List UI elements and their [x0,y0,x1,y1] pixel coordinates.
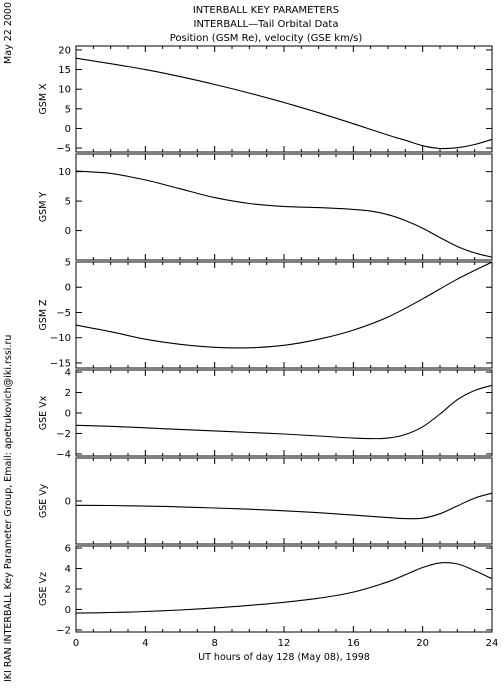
y-tick-label: −10 [50,333,71,344]
x-tick-label: 24 [486,638,499,649]
x-tick-label: 4 [142,638,148,649]
x-tick-label: 0 [73,638,79,649]
series-line-gse-vx [75,384,493,440]
y-tick-label: 5 [65,197,71,208]
y-axis-label-gse-vz: GSE Vz [38,572,49,606]
y-tick-label: 0 [65,124,71,135]
y-tick-label: −5 [56,144,71,155]
chart-title-line-2: INTERBALL—Tail Orbital Data [194,19,339,30]
panel-frame-gsm-y [75,153,493,261]
y-tick-label: 0 [65,409,71,420]
chart-title-line-1: INTERBALL KEY PARAMETERS [193,5,339,16]
y-tick-label: −5 [56,308,71,319]
panel-frame-gse-vx [75,369,493,457]
series-line-gse-vy [75,492,493,520]
series-line-gsm-x [75,57,493,150]
y-tick-label: 20 [58,45,71,56]
series-line-gsm-z [75,261,493,349]
y-tick-label: 2 [65,388,71,399]
side-date-label: May 22 2000 [3,2,14,64]
y-tick-label: 0 [65,226,71,237]
y-tick-label: 2 [65,585,71,596]
y-tick-label: 6 [65,544,71,555]
x-tick-label: 12 [278,638,291,649]
y-tick-label: 5 [65,258,71,269]
x-tick-label: 20 [416,638,429,649]
y-axis-label-gsm-z: GSM Z [38,299,49,331]
y-tick-label: −15 [50,358,71,369]
y-tick-label: 10 [58,85,71,96]
series-line-gse-vz [75,562,493,614]
y-tick-label: 0 [65,497,71,508]
side-credit-label: IKI RAN INTERBALL Key Parameter Group, E… [3,335,14,682]
y-axis-label-gse-vy: GSE Vy [38,483,49,518]
y-tick-label: 4 [65,564,71,575]
y-tick-label: 5 [65,104,71,115]
y-tick-label: −2 [56,429,71,440]
y-tick-label: −2 [56,625,71,636]
y-tick-label: 4 [65,368,71,379]
x-tick-label: 8 [211,638,217,649]
panel-frame-gsm-x [75,45,493,153]
panel-frame-gse-vz [75,545,493,633]
series-line-gsm-y [75,170,493,258]
panel-frame-gsm-z [75,261,493,369]
panel-frame-gse-vy [75,457,493,545]
chart-title-line-3: Position (GSM Re), velocity (GSE km/s) [170,33,363,44]
y-axis-label-gse-vx: GSE Vx [38,395,49,430]
y-tick-label: −4 [56,449,71,460]
y-tick-label: 15 [58,65,71,76]
x-axis-label: UT hours of day 128 (May 08), 1998 [198,652,370,663]
y-tick-label: 10 [58,167,71,178]
y-tick-label: 0 [65,283,71,294]
y-axis-label-gsm-y: GSM Y [38,192,49,223]
x-tick-label: 16 [347,638,360,649]
y-axis-label-gsm-x: GSM X [38,83,49,115]
y-tick-label: 0 [65,605,71,616]
